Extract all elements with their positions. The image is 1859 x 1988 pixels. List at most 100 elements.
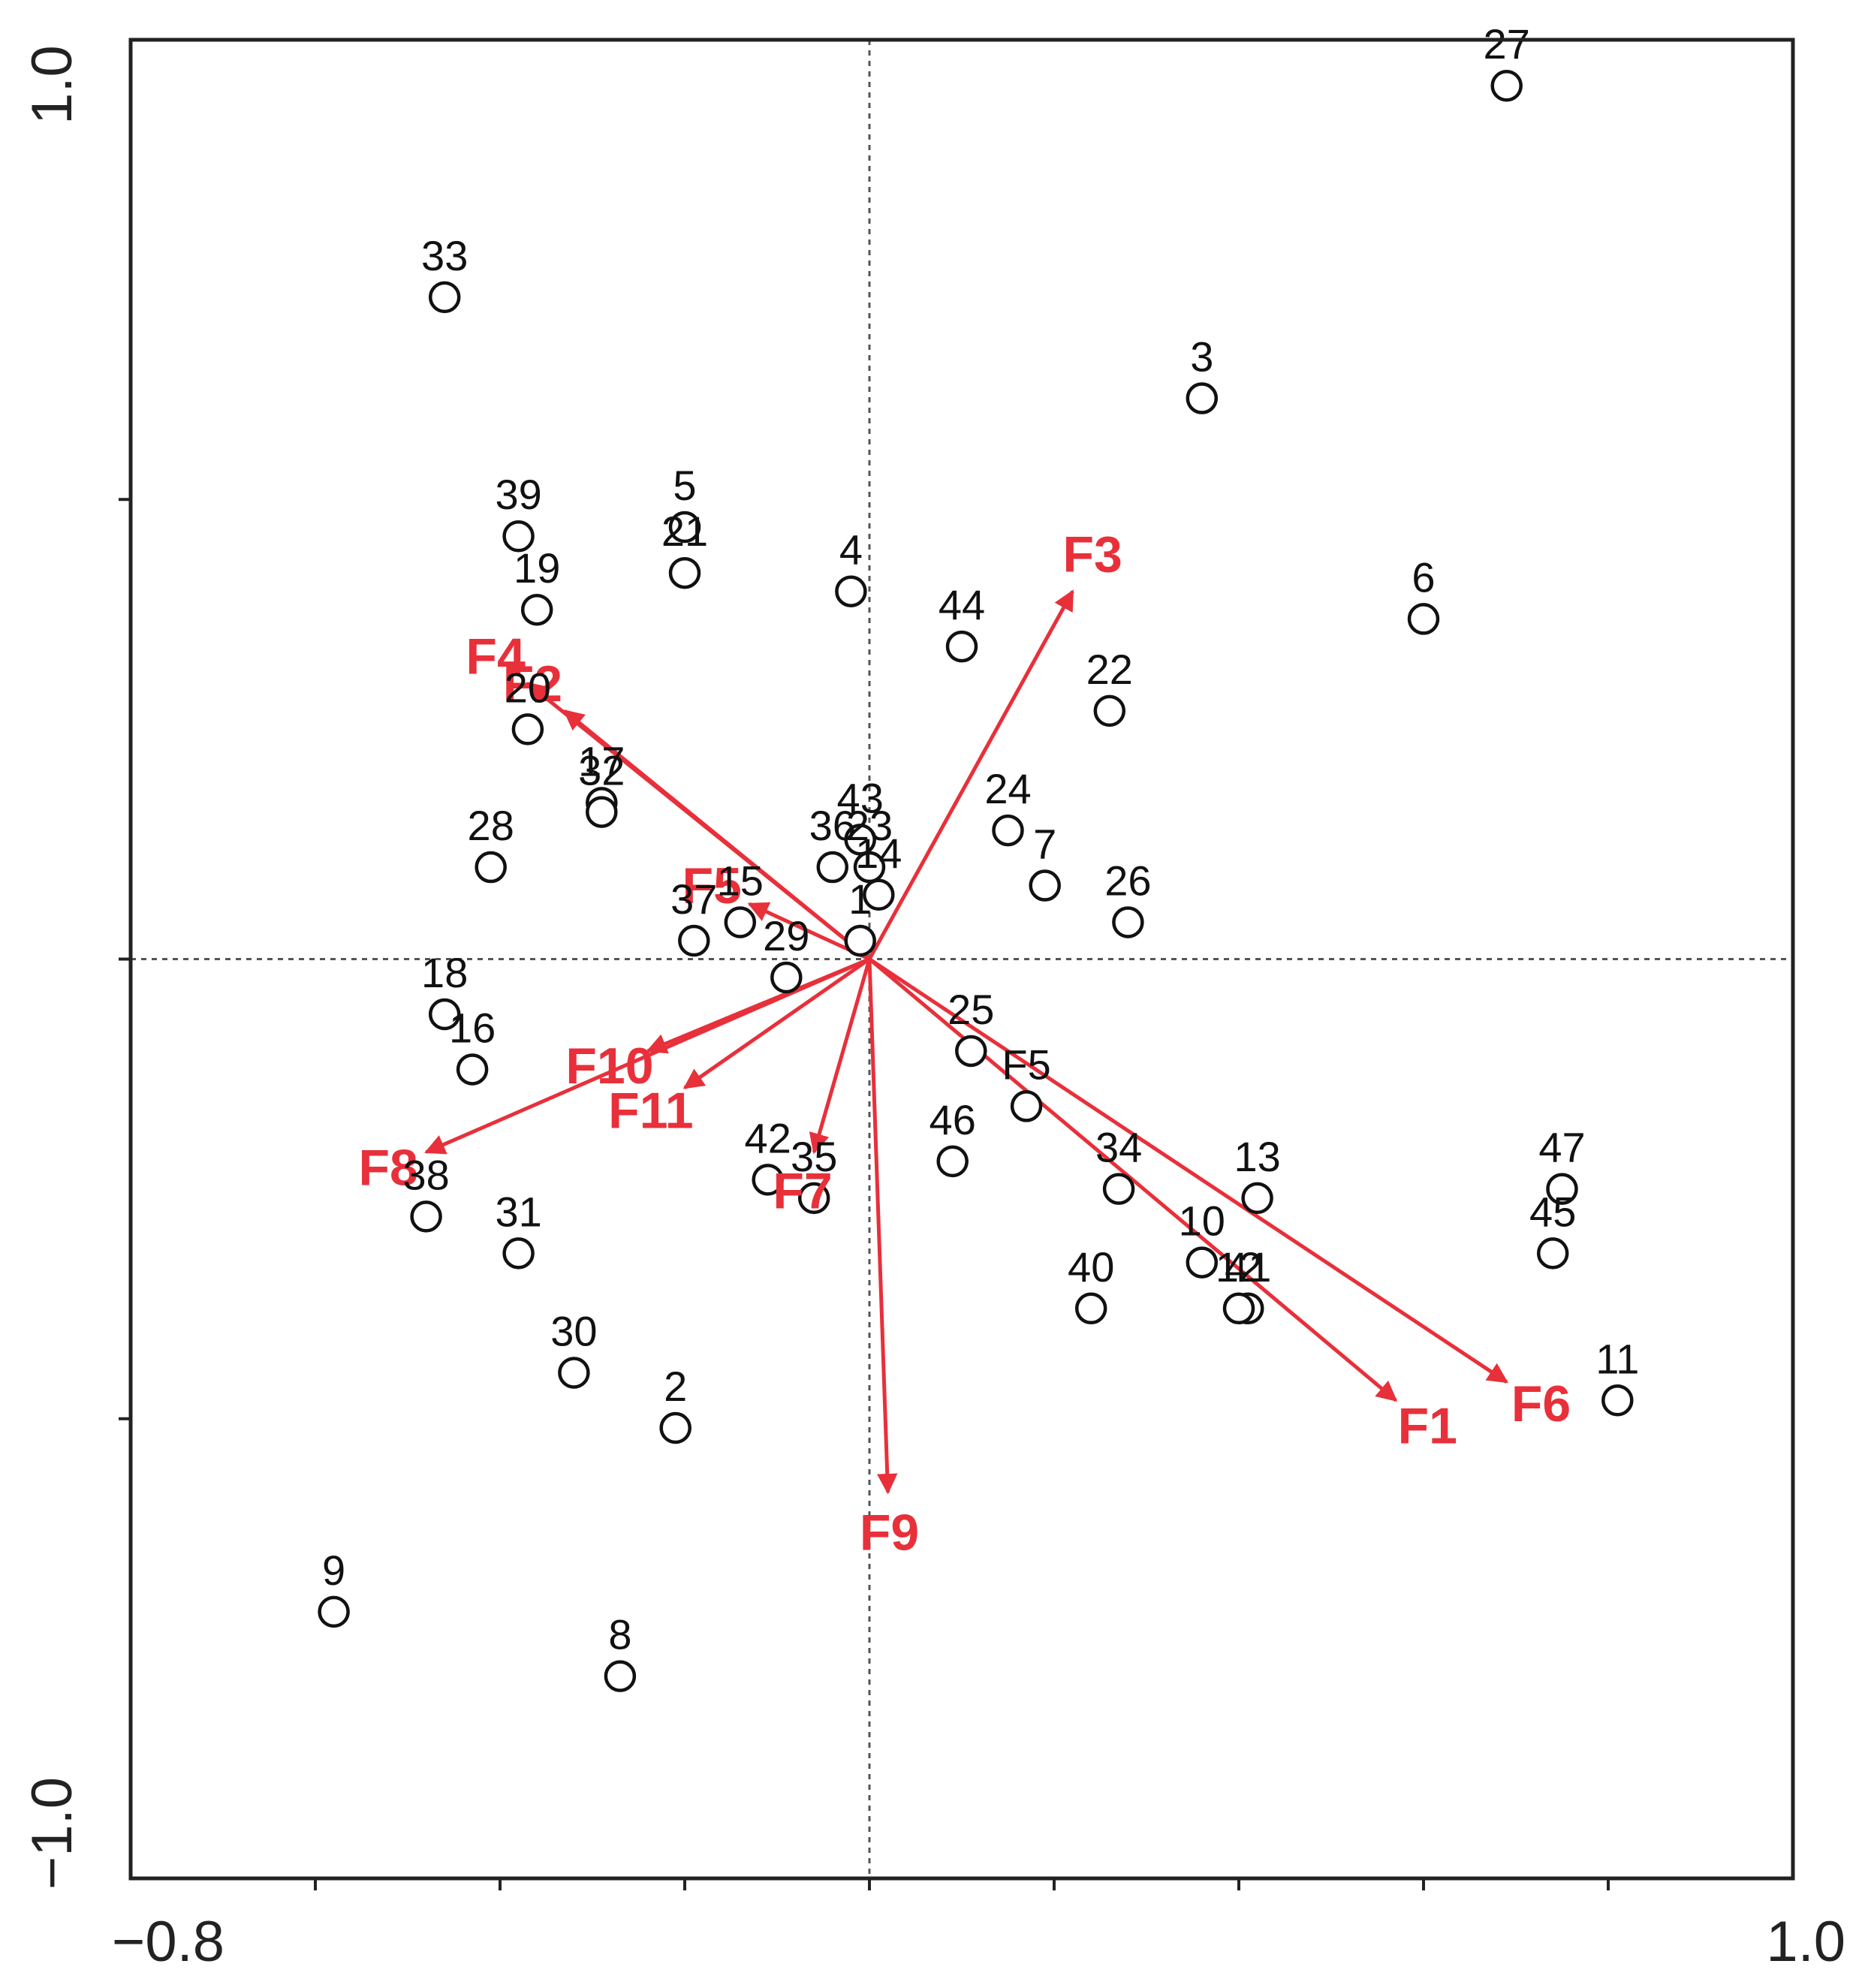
- point-43: [844, 824, 876, 856]
- point-33: [428, 281, 461, 314]
- vector-f3-arrow: [867, 589, 1074, 960]
- vector-f9-arrow: [867, 959, 898, 1495]
- point-39: [502, 520, 535, 553]
- point-24: [992, 814, 1024, 847]
- y-tick-label: −1.0: [20, 1777, 84, 1890]
- point-9-label: 9: [322, 1547, 345, 1594]
- vector-f4-arrow: [526, 682, 871, 961]
- point-40-label: 40: [1068, 1243, 1114, 1291]
- vector-f2-label: F2: [503, 655, 562, 712]
- point-47-label: 47: [1538, 1124, 1585, 1171]
- point-19: [520, 593, 553, 626]
- point-27: [1490, 69, 1523, 102]
- vector-f9-label: F9: [860, 1505, 919, 1562]
- point-21: [668, 556, 701, 589]
- point-28: [475, 851, 507, 884]
- point-13-label: 13: [1234, 1133, 1280, 1180]
- point-18: [428, 998, 461, 1031]
- point-8: [604, 1660, 637, 1692]
- vector-f11-arrow: [682, 957, 871, 1089]
- point-1: [844, 924, 876, 957]
- vector-f10-label: F10: [565, 1038, 653, 1095]
- point-f5: [1010, 1090, 1043, 1122]
- point-37: [678, 924, 710, 957]
- point-4-label: 4: [839, 526, 863, 574]
- point-34: [1102, 1173, 1135, 1205]
- point-36-label: 36: [809, 802, 856, 849]
- point-18-label: 18: [421, 949, 468, 996]
- vector-f6-arrow: [868, 957, 1508, 1384]
- point-27-label: 27: [1484, 20, 1530, 68]
- point-17-label: 17: [578, 737, 625, 785]
- point-23: [853, 851, 886, 884]
- point-4: [835, 575, 867, 607]
- point-42: [752, 1164, 784, 1196]
- point-9: [318, 1595, 350, 1628]
- point-12: [1222, 1292, 1255, 1325]
- point-47: [1546, 1173, 1578, 1205]
- point-46-label: 46: [930, 1096, 976, 1143]
- point-16: [456, 1053, 489, 1086]
- point-26-label: 26: [1104, 857, 1151, 905]
- point-22-label: 22: [1086, 646, 1133, 693]
- point-46: [936, 1145, 969, 1178]
- point-25: [955, 1035, 987, 1068]
- point-45-label: 45: [1529, 1188, 1576, 1235]
- point-21-label: 21: [661, 508, 708, 555]
- point-1-label: 1: [848, 875, 872, 923]
- point-29: [770, 961, 803, 994]
- point-32-label: 32: [578, 747, 625, 794]
- vector-f6-label: F6: [1511, 1375, 1571, 1432]
- point-31: [502, 1237, 535, 1270]
- point-13: [1241, 1182, 1273, 1215]
- point-3-label: 3: [1190, 333, 1213, 381]
- point-10-label: 10: [1179, 1197, 1225, 1245]
- point-35-label: 35: [791, 1133, 837, 1180]
- point-42-label: 42: [745, 1114, 791, 1161]
- point-14: [863, 878, 895, 911]
- point-40: [1074, 1292, 1107, 1325]
- point-11: [1601, 1384, 1634, 1417]
- point-44: [945, 630, 978, 663]
- point-2: [659, 1411, 691, 1444]
- point-45: [1536, 1237, 1569, 1270]
- point-35: [797, 1182, 830, 1215]
- point-5: [668, 511, 701, 544]
- vector-f10-arrow: [646, 957, 870, 1054]
- point-39-label: 39: [495, 471, 541, 518]
- point-38-label: 38: [402, 1151, 449, 1198]
- point-37-label: 37: [670, 875, 717, 923]
- point-33-label: 33: [421, 232, 468, 279]
- point-26: [1112, 906, 1144, 938]
- point-6: [1407, 603, 1440, 635]
- point-22: [1093, 694, 1126, 727]
- vector-f8-label: F8: [358, 1140, 417, 1197]
- vector-f11-label: F11: [608, 1082, 693, 1139]
- point-28-label: 28: [468, 802, 514, 849]
- vector-f5-label: F5: [682, 857, 741, 914]
- vector-f3-label: F3: [1063, 526, 1122, 583]
- point-11-label: 11: [1595, 1335, 1639, 1382]
- vector-f1-arrow: [868, 957, 1398, 1402]
- y-tick-label: 1.0: [20, 45, 84, 125]
- vector-f1-label: F1: [1398, 1398, 1457, 1455]
- vector-f7-label: F7: [773, 1163, 832, 1220]
- point-5-label: 5: [673, 462, 696, 509]
- point-19-label: 19: [514, 544, 560, 592]
- point-20: [511, 713, 544, 746]
- point-15-label: 15: [717, 857, 764, 905]
- point-7: [1029, 869, 1061, 902]
- point-23-label: 23: [846, 802, 893, 849]
- point-6-label: 6: [1412, 553, 1435, 601]
- point-10: [1186, 1246, 1219, 1279]
- point-41-label: 41: [1225, 1243, 1271, 1291]
- point-30: [558, 1357, 590, 1389]
- point-20-label: 20: [505, 664, 551, 711]
- point-38: [410, 1200, 442, 1233]
- point-36: [816, 851, 849, 884]
- vector-f7-arrow: [809, 958, 872, 1155]
- point-3: [1186, 382, 1219, 414]
- point-34-label: 34: [1095, 1124, 1142, 1171]
- point-32: [586, 796, 618, 828]
